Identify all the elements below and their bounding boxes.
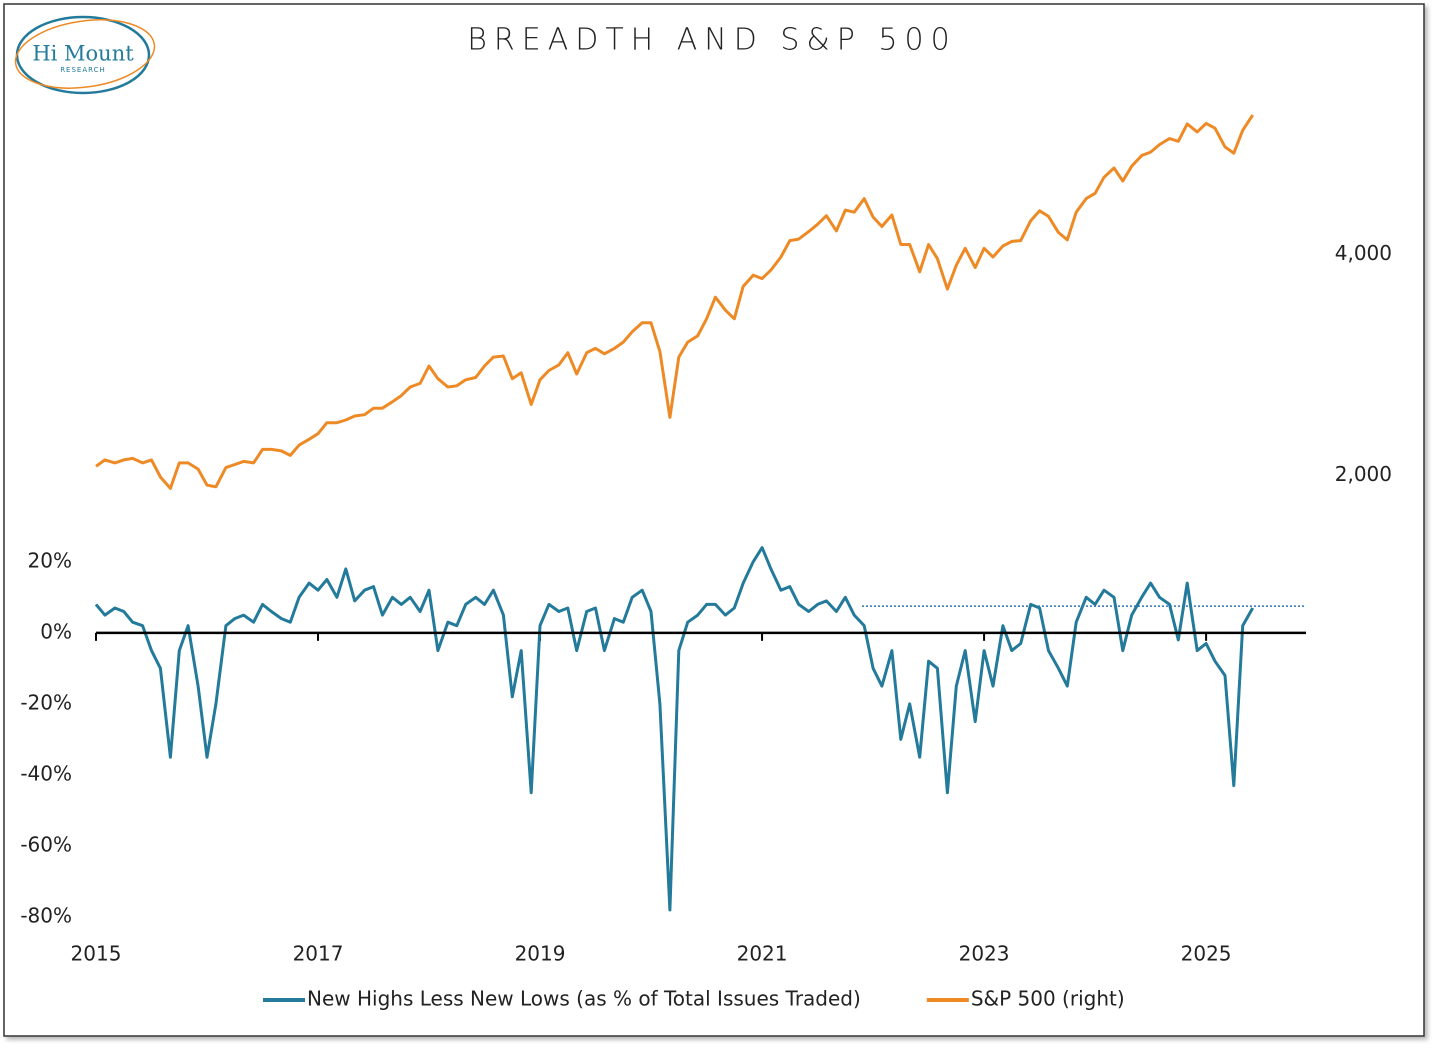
legend-label: New Highs Less New Lows (as % of Total I… xyxy=(307,987,861,1011)
series-line xyxy=(95,114,1254,490)
x-tick-label: 2023 xyxy=(959,942,1010,966)
chart-title: BREADTH AND S&P 500 xyxy=(467,23,956,58)
x-tick-label: 2025 xyxy=(1181,942,1232,966)
frame xyxy=(3,3,1425,1037)
x-tick-label: 2015 xyxy=(71,942,122,966)
y-tick-label: -60% xyxy=(20,832,72,856)
logo-ring xyxy=(14,19,156,89)
x-tick-label: 2017 xyxy=(293,942,344,966)
y-tick-label: 20% xyxy=(28,548,72,572)
y-tick-label: 0% xyxy=(40,619,72,643)
legend-label: S&P 500 (right) xyxy=(971,987,1125,1011)
x-tick-label: 2021 xyxy=(737,942,788,966)
y2-tick-label: 4,000 xyxy=(1335,241,1392,265)
y-tick-label: -80% xyxy=(20,904,72,928)
x-tick-label: 2019 xyxy=(515,942,566,966)
y-tick-label: -20% xyxy=(20,690,72,714)
y2-tick-label: 2,000 xyxy=(1335,462,1392,486)
y-tick-label: -40% xyxy=(20,761,72,785)
logo: Hi Mount RESEARCH xyxy=(14,15,156,95)
logo-subtext: RESEARCH xyxy=(60,66,106,74)
logo-text: Hi Mount xyxy=(32,42,134,66)
series-line xyxy=(94,546,1255,912)
